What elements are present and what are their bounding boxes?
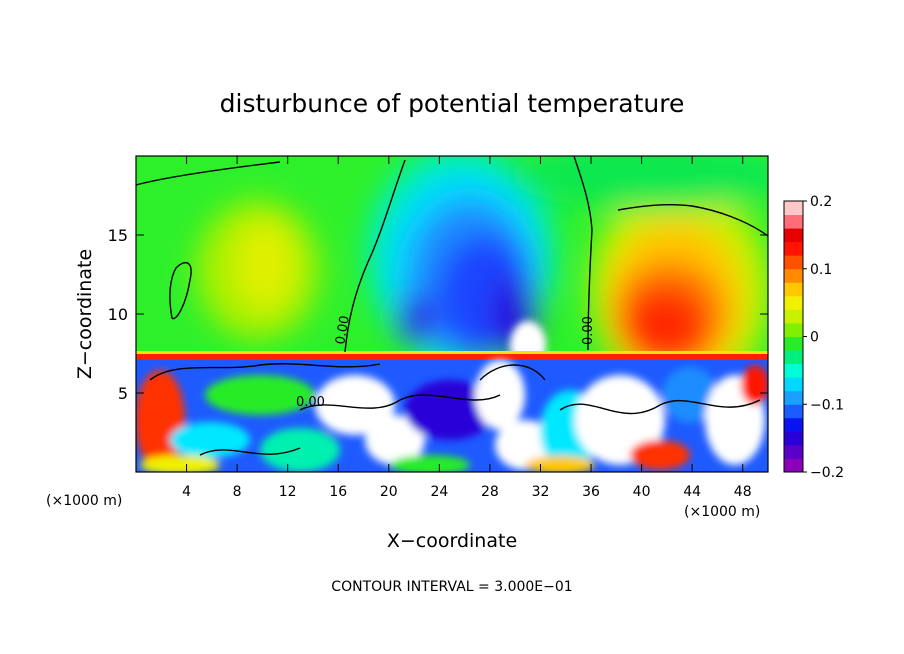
colorbar-tick-label: −0.1	[810, 397, 844, 413]
x-axis: 4 8 12 16 20 24 28 32 36 40 44 48	[182, 156, 752, 500]
colorbar-swatch	[784, 214, 803, 229]
x-tick-label: 48	[734, 484, 752, 500]
colorbar-swatch	[784, 350, 803, 365]
x-tick-label: 28	[481, 484, 499, 500]
colorbar-swatch	[784, 363, 803, 378]
contour-label-group: 0.00 0.00 0.00	[296, 315, 596, 410]
x-tick-label: 24	[430, 484, 448, 500]
colorbar-swatch	[784, 458, 803, 473]
colorbar-swatch	[784, 268, 803, 283]
x-unit-left: (×1000 m)	[46, 493, 122, 509]
y-tick-label: 15	[108, 226, 128, 245]
contour-label: 0.00	[581, 316, 596, 345]
colorbar-tick-label: 0	[810, 330, 819, 346]
colorbar-swatch	[784, 241, 803, 256]
x-tick-label: 20	[380, 484, 398, 500]
colorbar	[784, 201, 803, 473]
colorbar-swatch	[784, 201, 803, 216]
x-tick-label: 16	[329, 484, 347, 500]
upper-field	[196, 156, 768, 395]
colorbar-swatch	[784, 282, 803, 297]
colorbar-ticks: 0.2 0.1 0 −0.1 −0.2	[803, 194, 844, 481]
plot-field: 0.00 0.00 0.00	[136, 156, 768, 472]
x-axis-title: X−coordinate	[387, 530, 517, 552]
colorbar-swatch	[784, 431, 803, 446]
x-unit-right: (×1000 m)	[684, 504, 760, 520]
x-tick-label: 36	[582, 484, 600, 500]
colorbar-swatch	[784, 417, 803, 432]
contour-label: 0.00	[333, 315, 353, 346]
x-tick-label: 32	[532, 484, 550, 500]
colorbar-swatch	[784, 322, 803, 337]
colorbar-swatch	[784, 390, 803, 405]
contour-label: 0.00	[296, 395, 325, 410]
x-tick-label: 40	[633, 484, 651, 500]
colorbar-swatch	[784, 255, 803, 270]
y-tick-label: 5	[118, 384, 128, 403]
colorbar-swatch	[784, 228, 803, 243]
lower-layer	[136, 360, 768, 472]
colorbar-swatch	[784, 404, 803, 419]
x-tick-label: 12	[279, 484, 297, 500]
y-axis: 5 10 15	[108, 226, 768, 403]
y-axis-title: Z−coordinate	[74, 249, 96, 379]
x-tick-label: 44	[683, 484, 701, 500]
colorbar-tick-label: 0.2	[810, 194, 832, 210]
colorbar-swatch	[784, 295, 803, 310]
colorbar-tick-label: 0.1	[810, 262, 832, 278]
contour-lines	[136, 156, 768, 456]
y-tick-label: 10	[108, 305, 128, 324]
colorbar-swatch	[784, 336, 803, 351]
x-tick-label: 4	[182, 484, 191, 500]
chart-title: disturbunce of potential temperature	[220, 89, 685, 118]
colorbar-swatch	[784, 444, 803, 459]
colorbar-swatch	[784, 309, 803, 324]
colorbar-swatch	[784, 377, 803, 392]
x-tick-label: 8	[233, 484, 242, 500]
colorbar-tick-label: −0.2	[810, 465, 844, 481]
contour-interval-note: CONTOUR INTERVAL = 3.000E−01	[331, 579, 572, 595]
